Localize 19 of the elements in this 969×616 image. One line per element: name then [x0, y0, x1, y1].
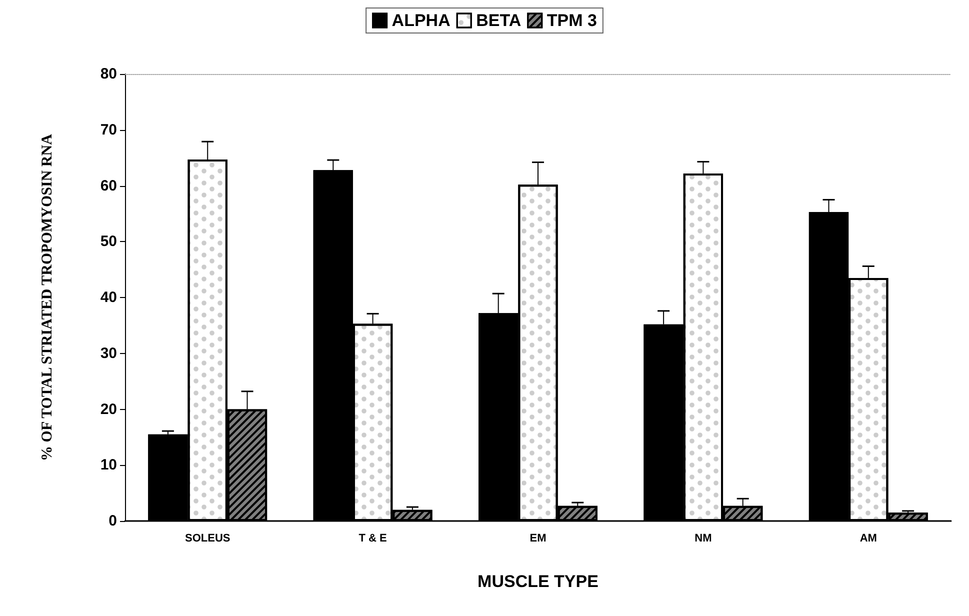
- y-tick-label: 40: [100, 289, 117, 306]
- y-tick-label: 60: [100, 177, 117, 194]
- legend-label: ALPHA: [392, 11, 450, 30]
- legend-label: TPM 3: [546, 11, 597, 30]
- x-tick-label: EM: [530, 532, 546, 544]
- y-axis-title: % OF TOTAL STRIATED TROPOMYOSIN RNA: [40, 134, 56, 461]
- y-tick-label: 30: [100, 344, 117, 362]
- y-tick-label: 10: [100, 456, 117, 474]
- x-tick-label: NM: [694, 532, 712, 544]
- y-tick-label: 70: [100, 121, 117, 138]
- x-tick-label: AM: [860, 532, 877, 544]
- x-tick-label: SOLEUS: [184, 532, 230, 544]
- legend-label: BETA: [476, 11, 522, 30]
- x-axis-title: MUSCLE TYPE: [478, 572, 598, 591]
- y-tick-label: 50: [100, 233, 117, 250]
- x-tick-label: T & E: [358, 532, 387, 544]
- y-tick-label: 80: [100, 66, 117, 82]
- y-tick-label: 0: [108, 512, 117, 530]
- y-tick-label: 20: [100, 400, 117, 418]
